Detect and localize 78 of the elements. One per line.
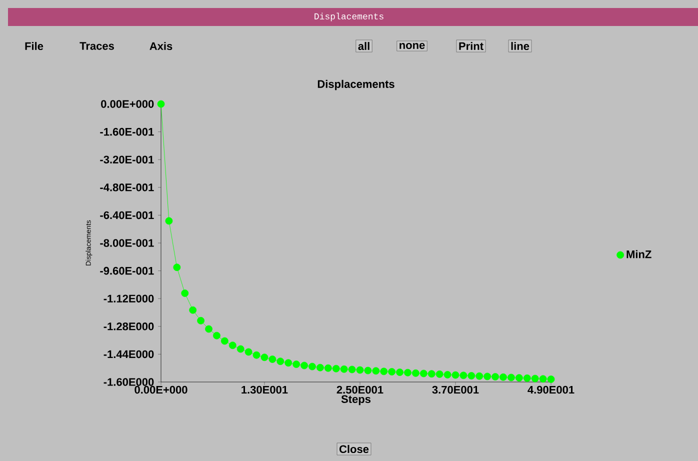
chart-title: Displacements	[318, 80, 394, 90]
point	[157, 100, 165, 108]
x-tick-label: 1.30E001	[242, 386, 288, 394]
point	[300, 362, 308, 370]
point	[173, 264, 181, 272]
point	[372, 367, 380, 375]
text: Axis	[150, 42, 172, 50]
point	[476, 372, 484, 380]
point	[523, 374, 531, 382]
point	[165, 217, 173, 225]
point	[205, 325, 212, 333]
point	[260, 354, 268, 362]
point	[228, 342, 236, 350]
point	[460, 372, 468, 380]
y-tick-label: -1.28E000	[104, 322, 154, 330]
point	[197, 316, 204, 324]
point	[500, 373, 507, 381]
point	[189, 306, 197, 314]
point	[340, 365, 348, 373]
y-tick-label: -6.40E-001	[100, 211, 154, 220]
point	[539, 375, 547, 383]
x-tick-label: 0.00E+000	[134, 386, 188, 394]
point	[292, 360, 300, 368]
y-tick-label: -8.00E-001	[100, 239, 154, 247]
point	[220, 337, 228, 345]
point	[244, 348, 252, 356]
point	[332, 364, 340, 372]
y-tick-label: -1.60E-001	[100, 128, 154, 136]
y-tick-label: 0.00E+000	[101, 100, 154, 108]
point	[284, 359, 292, 367]
point	[420, 370, 428, 378]
point	[515, 374, 523, 382]
point	[468, 372, 476, 380]
point	[531, 374, 539, 382]
point	[547, 376, 555, 383]
x-tick-label: 2.50E001	[336, 386, 384, 394]
y-tick-label: -1.44E000	[104, 350, 154, 358]
point	[181, 290, 189, 297]
point	[364, 366, 372, 374]
point	[356, 366, 364, 374]
x-tick-label: 3.70E001	[432, 386, 479, 394]
point	[388, 368, 396, 376]
point	[396, 368, 404, 376]
text: none	[400, 42, 425, 50]
text: Traces	[80, 42, 114, 50]
point	[484, 372, 492, 380]
point	[428, 370, 436, 378]
point	[252, 351, 260, 359]
text: Print	[459, 42, 484, 50]
y-tick-label: -3.20E-001	[100, 156, 154, 164]
point	[348, 366, 356, 374]
point	[276, 358, 284, 366]
point	[508, 374, 515, 382]
point	[444, 371, 452, 378]
text: all	[358, 42, 370, 50]
point	[213, 332, 220, 340]
y-tick-label: -4.80E-001	[100, 184, 154, 192]
y-tick-label: -1.12E000	[104, 294, 154, 302]
point	[268, 356, 276, 363]
point	[308, 362, 316, 370]
text: File	[25, 42, 44, 50]
y-tick-label: -1.60E000	[104, 378, 154, 386]
point	[316, 364, 324, 372]
point	[324, 364, 332, 372]
text: Displacements	[314, 12, 384, 22]
point	[236, 345, 244, 353]
legend-label: MinZ	[626, 250, 652, 258]
point	[412, 369, 420, 377]
point	[436, 370, 444, 378]
text: Close	[339, 444, 369, 454]
y-tick-label: -9.60E-001	[100, 266, 154, 275]
point	[452, 371, 460, 379]
point	[492, 373, 499, 380]
point	[404, 368, 412, 376]
x-tick-label: 4.90E001	[528, 386, 574, 394]
point	[380, 368, 388, 376]
x-axis-title: Steps	[341, 395, 371, 406]
text: line	[511, 42, 530, 50]
